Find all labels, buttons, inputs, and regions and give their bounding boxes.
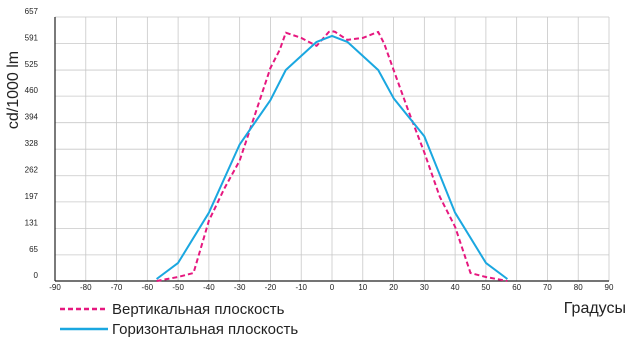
y-tick-label: 0 xyxy=(34,271,39,280)
legend: Вертикальная плоскость Горизонтальная пл… xyxy=(60,301,298,338)
x-tick-label: 40 xyxy=(451,283,460,292)
x-tick-label: -90 xyxy=(49,283,61,292)
y-tick-label: 262 xyxy=(25,166,39,175)
x-tick-label: -50 xyxy=(172,283,184,292)
legend-label-vertical: Вертикальная плоскость xyxy=(112,301,285,318)
series-line-vertical xyxy=(156,30,508,282)
y-tick-label: 525 xyxy=(25,60,39,69)
x-tick-label: -80 xyxy=(80,283,92,292)
x-tick-label: -70 xyxy=(111,283,123,292)
y-tick-label: 131 xyxy=(25,218,39,227)
x-tick-label: 10 xyxy=(358,283,367,292)
x-axis-label: Градусы xyxy=(564,300,626,317)
x-tick-label: 70 xyxy=(543,283,552,292)
x-tick-label: -60 xyxy=(142,283,154,292)
x-tick-label: -30 xyxy=(234,283,246,292)
series-line-horizontal xyxy=(156,34,508,280)
legend-label-horizontal: Горизонтальная плоскость xyxy=(112,321,298,338)
y-tick-label: 197 xyxy=(25,192,39,201)
x-tick-label: 30 xyxy=(420,283,429,292)
x-tick-label: 60 xyxy=(512,283,521,292)
y-tick-label: 394 xyxy=(25,113,39,122)
y-tick-label: 657 xyxy=(25,7,39,16)
y-axis-label: cd/1000 lm xyxy=(5,51,22,129)
x-tick-label: 0 xyxy=(330,283,335,292)
y-tick-label: 65 xyxy=(29,245,38,254)
series-lines xyxy=(156,30,508,282)
x-tick-label: -20 xyxy=(265,283,277,292)
x-tick-label: 90 xyxy=(605,283,614,292)
axes xyxy=(54,17,609,282)
y-tick-label: 460 xyxy=(25,86,39,95)
y-tick-label: 328 xyxy=(25,139,39,148)
x-tick-label: 50 xyxy=(481,283,490,292)
grid xyxy=(54,16,610,282)
x-tick-label: 20 xyxy=(389,283,398,292)
x-tick-label: -10 xyxy=(295,283,307,292)
y-tick-labels: 0 65 131 197 262 328 394 460 525 591 657 xyxy=(25,7,39,280)
y-tick-label: 591 xyxy=(25,34,39,43)
x-tick-label: 80 xyxy=(574,283,583,292)
x-tick-label: -40 xyxy=(203,283,215,292)
x-tick-labels: -90 -80 -70 -60 -50 -40 -30 -20 -10 0 10 20 30 40 50 60… xyxy=(49,283,614,292)
